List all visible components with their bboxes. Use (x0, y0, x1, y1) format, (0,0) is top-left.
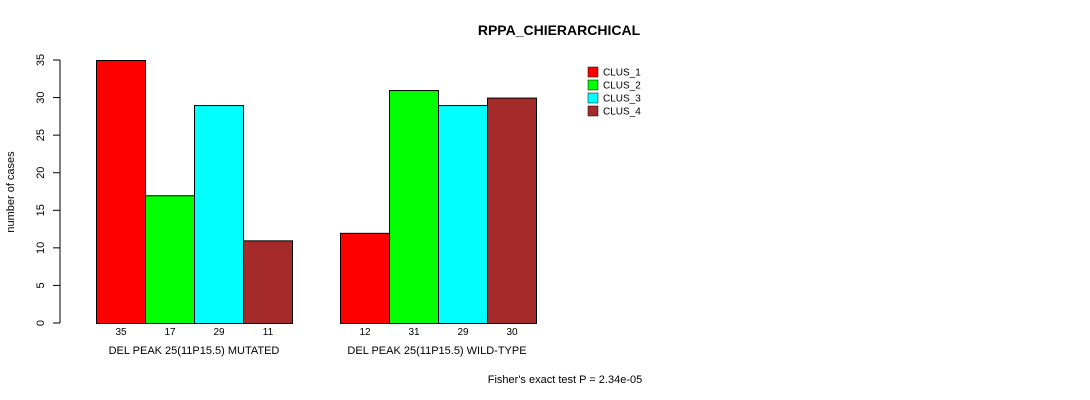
bar-label-g1-clus-1: 35 (115, 327, 127, 338)
y-tick-label-0: 0 (35, 320, 47, 326)
y-tick-label-20: 20 (35, 167, 47, 179)
legend: CLUS_1 CLUS_2 CLUS_3 CLUS_4 (587, 66, 641, 118)
legend-swatch-clus-4 (587, 105, 599, 117)
bar-g1-clus-4 (243, 240, 293, 324)
bar-label-g2-clus-1: 12 (359, 327, 371, 338)
bar-labels-layer: 35 17 29 11 12 31 29 30 (115, 327, 518, 338)
bar-label-g1-clus-2: 17 (164, 327, 176, 338)
bar-label-g2-clus-2: 31 (408, 327, 420, 338)
bar-g1-clus-3 (194, 105, 244, 325)
y-tick-label-5: 5 (35, 282, 47, 288)
bar-label-g1-clus-3: 29 (213, 327, 225, 338)
bar-g2-clus-1 (340, 232, 390, 324)
group-label-mutated: DEL PEAK 25(11P15.5) MUTATED (109, 345, 280, 357)
chart-title: RPPA_CHIERARCHICAL (478, 22, 641, 38)
y-tick-label-25: 25 (35, 129, 47, 141)
legend-label-clus-2: CLUS_2 (603, 81, 641, 92)
fisher-test-footnote: Fisher's exact test P = 2.34e-05 (488, 374, 642, 386)
group-label-wild-type: DEL PEAK 25(11P15.5) WILD-TYPE (347, 345, 526, 357)
bar-g2-clus-3 (438, 105, 488, 325)
y-tick-label-15: 15 (35, 204, 47, 216)
bar-label-g2-clus-3: 29 (457, 327, 469, 338)
legend-label-clus-4: CLUS_4 (603, 107, 641, 118)
bar-g2-clus-2 (389, 90, 439, 324)
y-axis-label: number of cases (5, 151, 17, 233)
y-tick-label-35: 35 (35, 54, 47, 66)
bar-label-g2-clus-4: 30 (506, 327, 518, 338)
legend-label-clus-3: CLUS_3 (603, 94, 641, 105)
y-tick-label-30: 30 (35, 91, 47, 103)
y-tick-label-10: 10 (35, 242, 47, 254)
bar-label-g1-clus-4: 11 (263, 327, 274, 338)
bars-layer (96, 60, 537, 325)
legend-swatch-clus-3 (587, 92, 599, 104)
bar-g2-clus-4 (487, 97, 537, 324)
legend-swatch-clus-1 (587, 66, 599, 78)
legend-label-clus-1: CLUS_1 (603, 68, 641, 79)
legend-swatch-clus-2 (587, 79, 599, 91)
y-axis: 0 5 10 15 20 25 30 35 (35, 54, 61, 326)
bar-g1-clus-1 (96, 60, 146, 324)
bar-g1-clus-2 (145, 195, 195, 324)
